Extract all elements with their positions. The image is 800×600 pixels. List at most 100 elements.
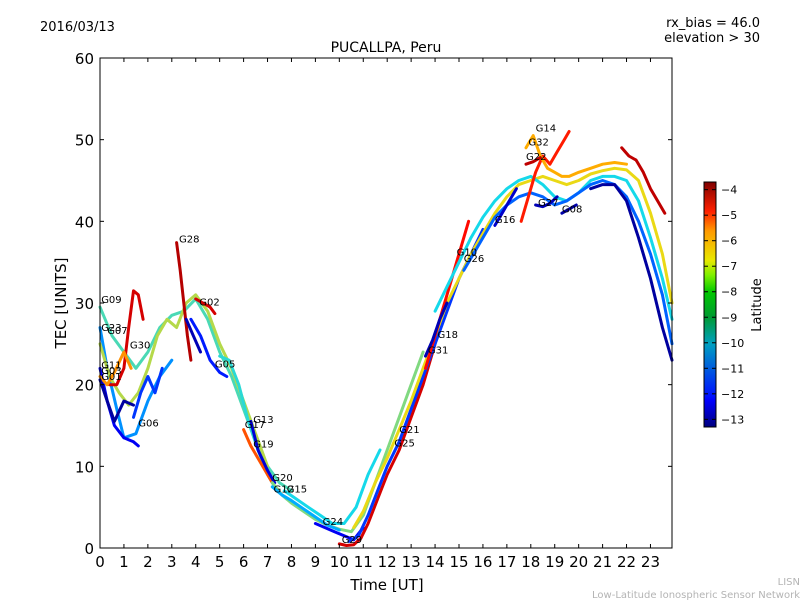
- series-line-g27: [534, 195, 559, 209]
- satellite-label: G31: [428, 346, 448, 357]
- date-label: 2016/03/13: [40, 20, 115, 35]
- series-line-g05: [189, 317, 229, 378]
- colorbar-tick-label: −10: [721, 337, 744, 350]
- series-layer: [98, 130, 674, 547]
- satellite-label: G01: [101, 372, 121, 383]
- series-line-g21: [352, 166, 674, 530]
- series-line-g17: [242, 428, 274, 485]
- x-tick-label: 6: [239, 553, 249, 571]
- x-tick-label: 23: [641, 553, 660, 571]
- x-tick-label: 8: [287, 553, 297, 571]
- colorbar-tick-label: −9: [721, 311, 737, 324]
- satellite-label: G23: [101, 323, 121, 334]
- colorbar-tick-label: −12: [721, 388, 744, 401]
- satellite-label: G18: [438, 330, 458, 341]
- x-tick-label: 11: [354, 553, 373, 571]
- satellite-label: G09: [101, 295, 121, 306]
- satellite-label: G24: [323, 517, 343, 528]
- rx-bias-label: rx_bias = 46.0: [666, 16, 760, 31]
- satellite-label: G32: [528, 137, 548, 148]
- series-line-g20: [270, 350, 425, 534]
- x-tick-label: 0: [95, 553, 105, 571]
- y-tick-label: 10: [75, 458, 94, 476]
- satellite-label: G10: [457, 248, 477, 259]
- series-line-g28: [175, 241, 193, 362]
- y-tick-label: 30: [75, 295, 94, 313]
- satellite-label: G05: [215, 360, 235, 371]
- satellite-label: G02: [199, 297, 219, 308]
- x-tick-label: 5: [215, 553, 225, 571]
- colorbar-tick-label: −4: [721, 184, 737, 197]
- satellite-label: G08: [562, 204, 582, 215]
- y-tick-label: 0: [84, 540, 94, 558]
- x-tick-label: 19: [545, 553, 564, 571]
- series-line-g37: [620, 146, 667, 215]
- satellite-label: G06: [138, 418, 158, 429]
- y-tick-label: 60: [75, 50, 94, 68]
- satellite-label: G14: [536, 124, 556, 135]
- satellite-label: G11: [101, 360, 121, 371]
- y-tick-label: 40: [75, 213, 94, 231]
- x-tick-label: 12: [378, 553, 397, 571]
- series-line-g06: [132, 366, 164, 419]
- series-line-g31: [424, 301, 449, 358]
- x-tick-label: 4: [191, 553, 201, 571]
- x-tick-label: 14: [426, 553, 445, 571]
- satellite-label: G17: [245, 420, 265, 431]
- x-tick-label: 16: [473, 553, 492, 571]
- x-tick-label: 9: [311, 553, 321, 571]
- y-tick-label: 50: [75, 132, 94, 150]
- elevation-label: elevation > 30: [664, 31, 760, 46]
- x-tick-label: 22: [617, 553, 636, 571]
- satellite-label: G19: [253, 440, 273, 451]
- series-line-g32: [524, 134, 628, 178]
- chart-title: PUCALLPA, Peru: [331, 40, 442, 56]
- series-line-g22: [524, 156, 542, 166]
- x-axis: 0 1 2 3 4 5 6 7 8 9 10 11 12 13 14 15 16 17 18 19 20 21 22 23: [95, 58, 660, 571]
- series-line-g16: [493, 187, 518, 227]
- satellite-label: G21: [399, 425, 419, 436]
- series-line-g35: [184, 317, 202, 354]
- x-tick-label: 3: [167, 553, 177, 571]
- satellite-label: G20: [272, 473, 292, 484]
- x-tick-label: 21: [593, 553, 612, 571]
- satellite-label: G07: [107, 326, 127, 337]
- x-tick-label: 13: [402, 553, 421, 571]
- lisn-long: Low-Latitude Ionospheric Sensor Network: [592, 590, 800, 600]
- series-line-g15: [282, 448, 382, 525]
- satellite-label: G29: [342, 535, 362, 546]
- colorbar-label: Latitude: [750, 278, 765, 332]
- colorbar-tick-label: −5: [721, 209, 737, 222]
- series-line-g19: [249, 419, 277, 485]
- satellite-label: G25: [394, 439, 414, 450]
- satellite-label: G15: [287, 485, 307, 496]
- x-tick-label: 7: [263, 553, 273, 571]
- satellite-label: G27: [538, 198, 558, 209]
- satellite-label: G26: [464, 254, 484, 265]
- colorbar-tick-label: −7: [721, 260, 737, 273]
- colorbar-tick-label: −8: [721, 286, 737, 299]
- satellite-label: G22: [526, 152, 546, 163]
- series-line-g30: [108, 289, 145, 387]
- satellite-label: G12: [274, 485, 294, 496]
- y-axis-label: TEC [UNITS]: [52, 258, 70, 350]
- x-tick-label: 2: [143, 553, 153, 571]
- satellite-label: G16: [495, 215, 515, 226]
- colorbar-tick-label: −11: [721, 362, 744, 375]
- series-line-g36: [589, 183, 674, 362]
- satellite-label: G28: [179, 235, 199, 246]
- satellite-label: G13: [253, 415, 273, 426]
- satellite-label: G30: [130, 341, 150, 352]
- series-line-g12: [270, 485, 341, 532]
- x-tick-label: 17: [497, 553, 516, 571]
- x-tick-label: 1: [119, 553, 129, 571]
- series-line-g03: [98, 350, 133, 387]
- colorbar-ticks: −4 −5 −6 −7 −8 −9 −10 −11 −12 −13: [704, 184, 744, 426]
- x-tick-label: 10: [330, 553, 349, 571]
- series-line-g08: [560, 203, 578, 215]
- satellite-label: G03: [101, 366, 121, 377]
- lisn-short: LISN: [778, 577, 800, 588]
- series-line-g14: [519, 130, 571, 223]
